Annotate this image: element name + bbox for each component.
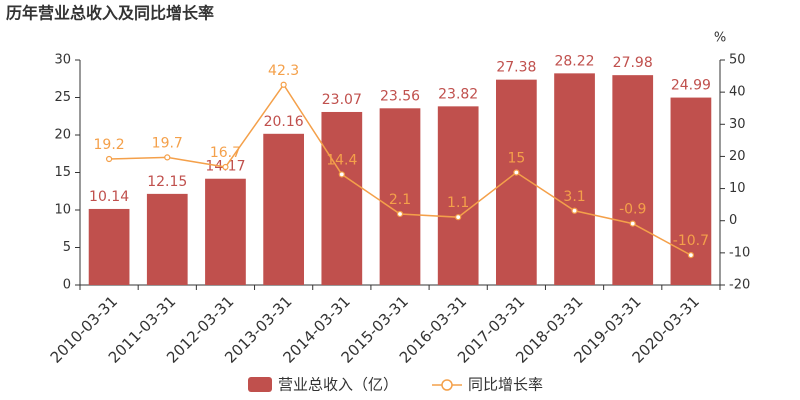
bar: [146, 193, 188, 285]
bar: [321, 111, 363, 285]
y-tick-label: 30: [54, 53, 71, 68]
y-tick-label: 0: [63, 278, 71, 293]
bar: [379, 108, 421, 285]
line-point: [164, 154, 171, 161]
legend-swatch: [248, 377, 272, 392]
y2-tick-label: 30: [729, 117, 746, 132]
data-label: 2.1: [389, 192, 411, 208]
data-label: -0.9: [619, 202, 646, 218]
data-label: 27.38: [496, 60, 536, 76]
y2-tick-label: -10: [729, 245, 750, 260]
line-point: [105, 155, 113, 163]
data-label: 27.98: [613, 55, 653, 71]
bar: [554, 73, 595, 285]
line-point: [513, 169, 520, 176]
legend-label: 同比增长率: [468, 376, 543, 394]
bar: [263, 133, 304, 285]
data-label: 12.15: [147, 174, 187, 190]
y-tick-label: 25: [54, 90, 71, 105]
legend-label: 营业总收入（亿）: [278, 376, 398, 394]
y2-tick-label: 50: [729, 53, 746, 68]
y2-tick-label: 10: [729, 181, 746, 196]
line-point: [338, 171, 345, 178]
y2-tick-label: -20: [729, 278, 750, 293]
data-label: 19.7: [152, 135, 183, 151]
data-label: -10.7: [673, 233, 709, 249]
line-point: [455, 214, 462, 221]
y2-tick-label: 0: [729, 213, 737, 228]
data-label: 3.1: [563, 189, 585, 205]
data-label: 15: [507, 151, 525, 167]
y2-tick-label: 40: [729, 85, 746, 100]
line-point: [396, 210, 404, 218]
y-tick-label: 15: [54, 165, 71, 180]
line-point: [687, 252, 695, 259]
bar: [437, 106, 479, 285]
bar: [612, 75, 654, 286]
legend-swatch: [441, 379, 453, 391]
data-label: 16.7: [210, 145, 241, 161]
data-label: 23.56: [380, 88, 420, 104]
data-label: 24.99: [671, 78, 711, 94]
data-label: 42.3: [268, 63, 299, 79]
data-label: 23.07: [322, 92, 362, 108]
data-label: 20.16: [264, 114, 304, 130]
data-label: 14.4: [326, 152, 357, 168]
y-tick-label: 5: [63, 240, 71, 255]
data-label: 10.14: [89, 189, 129, 205]
bar: [88, 208, 130, 285]
line-point: [222, 163, 229, 171]
data-label: 1.1: [447, 195, 469, 211]
y2-axis-label: %: [714, 31, 726, 46]
y-tick-label: 20: [54, 128, 71, 143]
data-label: 23.82: [438, 86, 478, 102]
data-label: 19.2: [94, 137, 125, 153]
line-point: [280, 81, 287, 88]
y-tick-label: 10: [54, 203, 71, 218]
line-point: [629, 220, 636, 227]
y2-tick-label: 20: [729, 149, 746, 164]
line-point: [571, 207, 578, 214]
data-label: 28.22: [554, 53, 594, 69]
bar: [205, 178, 246, 285]
chart-title: 历年营业总收入及同比增长率: [6, 4, 214, 23]
